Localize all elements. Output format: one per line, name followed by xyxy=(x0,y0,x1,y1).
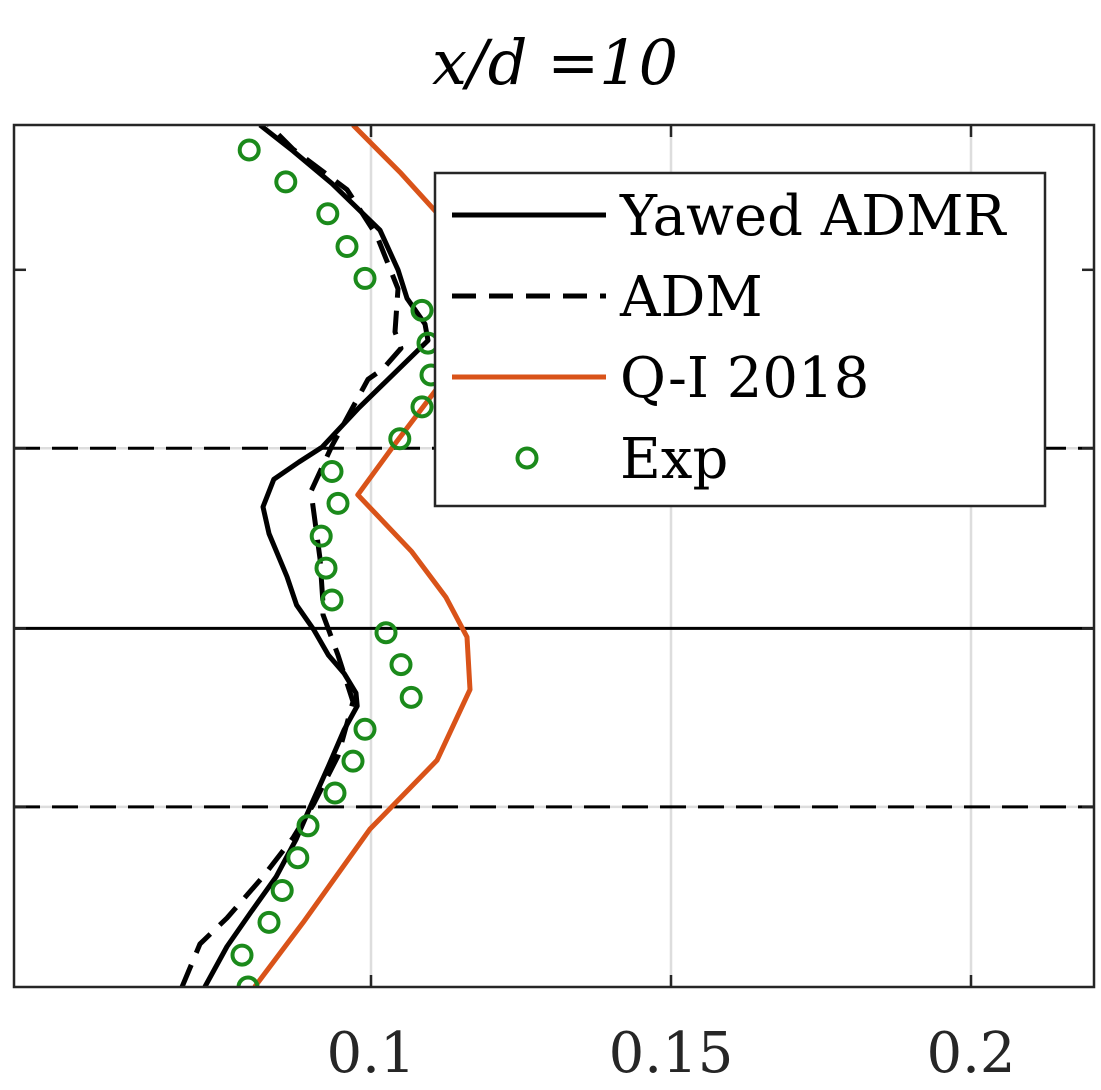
x-tick-label: 0.2 xyxy=(926,1021,1015,1086)
legend-exp-label: Exp xyxy=(620,427,728,492)
series-exp-point xyxy=(410,298,434,322)
legend-exp-swatch xyxy=(515,446,539,470)
series-exp-point xyxy=(323,781,347,805)
series-exp-point xyxy=(389,653,413,677)
plot-frame xyxy=(12,123,1096,989)
x-tick-label: 0.15 xyxy=(609,1021,734,1086)
series-exp-point xyxy=(399,685,423,709)
legend-adm-label: ADM xyxy=(619,265,763,330)
series-exp-point xyxy=(320,460,344,484)
series-exp-point xyxy=(341,749,365,773)
series-exp-point xyxy=(353,266,377,290)
series-exp-point xyxy=(353,717,377,741)
series-exp-point xyxy=(270,878,294,902)
series-exp-point xyxy=(296,814,320,838)
legend-box xyxy=(433,171,1047,508)
legend-yawed-admr-label: Yawed ADMR xyxy=(619,184,1007,249)
series-exp-point xyxy=(309,524,333,548)
series-exp-point xyxy=(286,846,310,870)
series-exp-point xyxy=(236,975,260,987)
series-exp-point xyxy=(374,621,398,645)
series-exp-point xyxy=(274,170,298,194)
series-exp-point xyxy=(410,395,434,419)
series-exp-point xyxy=(335,235,359,259)
series-exp-point xyxy=(230,943,254,967)
series-exp-point xyxy=(316,202,340,226)
series-exp-point xyxy=(326,491,350,515)
series-exp-point xyxy=(320,588,344,612)
series-exp-point xyxy=(237,138,261,162)
chart-title: x/d =10 xyxy=(432,26,678,99)
legend-q-i-2018-label: Q-I 2018 xyxy=(620,346,869,411)
x-tick-label: 0.1 xyxy=(326,1021,415,1086)
series-exp-point xyxy=(314,556,338,580)
series-exp-point xyxy=(257,910,281,934)
series-exp-point xyxy=(388,427,412,451)
